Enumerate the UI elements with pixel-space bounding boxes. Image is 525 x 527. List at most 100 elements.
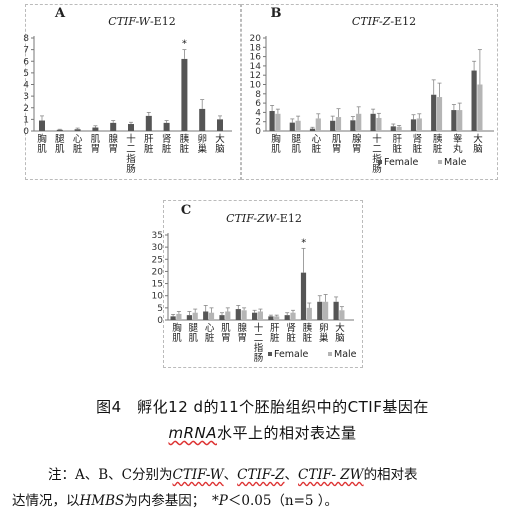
panel-a-y-tick-label: 6 [23, 57, 29, 67]
panel-b-category-label: 肝脏 [392, 134, 402, 155]
category-char: 肌 [271, 144, 281, 155]
note-line2-b: 为内参基因； * [124, 493, 219, 509]
category-char: 脏 [144, 143, 154, 155]
panel-a-category-label: 大脑 [215, 133, 225, 155]
panel-b-y-tick-label: 18 [250, 43, 262, 53]
panel-a-y-tick-label: 2 [23, 104, 29, 114]
panel-c-category-label: 腿肌 [189, 323, 199, 344]
panel-a-bar [110, 122, 117, 131]
category-char: 大 [215, 133, 225, 145]
panel-b-bar [436, 97, 443, 131]
panel-c-bar [306, 307, 312, 320]
panel-c-bar [333, 301, 339, 320]
category-char: 脏 [392, 143, 402, 155]
category-char: 腺 [108, 133, 118, 145]
category-char: 肠 [372, 164, 382, 175]
panel-a-y-tick-label: 0 [23, 127, 29, 137]
panel-b-title: CTIF-Z-E12 [352, 15, 416, 28]
category-char: 肾 [162, 134, 172, 145]
panel-c-title-gene: CTIF-ZW [226, 212, 278, 225]
panel-c-bar [284, 315, 290, 320]
panel-b-y-tick-label: 20 [250, 34, 262, 44]
panel-a-bar [128, 124, 134, 131]
category-char: 胃 [108, 144, 118, 155]
category-char: 脑 [473, 143, 483, 155]
category-char: 肌 [332, 134, 342, 145]
panel-b-y-tick-label: 10 [250, 81, 262, 91]
category-char: 肠 [254, 353, 264, 364]
panel-b-bar [471, 70, 477, 131]
panel-c-letter: C [181, 203, 191, 218]
category-char: 脏 [270, 332, 280, 344]
panel-a: A CTIF-W-E12 0 1 2 3 4 5 6 7 8 胸肌 腿肌 心脏 肌胃 腺胃 十二指肠 肝脏 肾脏 胰脏… [0, 0, 245, 185]
panel-a-category-label: 胰脏 [180, 133, 190, 155]
category-char: 肝 [144, 134, 154, 145]
panel-a-bar [56, 129, 63, 131]
category-char: 卵 [197, 134, 207, 145]
category-char: 胃 [352, 144, 362, 155]
panel-b-category-label: 心脏 [312, 134, 322, 155]
panel-a-bar [92, 127, 99, 131]
category-char: 脏 [286, 332, 296, 344]
panel-c: C CTIF-ZW-E12 0 5 10 15 20 25 30 35 胸肌 腿肌 心脏 肌胃 腺胃 十二指肠… [152, 203, 357, 364]
category-char: 胃 [91, 144, 101, 155]
panel-b-y-tick-label: 16 [250, 53, 262, 63]
panel-c-bar [186, 315, 192, 320]
panel-a-significance-mark: * [182, 39, 187, 50]
panel-c-y-tick-label: 15 [152, 280, 163, 290]
panel-c-bar [176, 313, 182, 320]
panel-b-category-label: 大脑 [473, 133, 483, 155]
panel-b-y-tick-label: 14 [250, 62, 262, 72]
panel-c-y-tick-label: 20 [152, 267, 164, 277]
panel-c-bar [235, 309, 241, 320]
category-char: 肝 [392, 134, 402, 145]
category-char: 心 [73, 134, 83, 145]
category-char: 肾 [286, 323, 296, 334]
panel-c-category-label: 胸肌 [172, 322, 182, 344]
category-char: 大 [473, 133, 483, 145]
category-char: 二 [372, 144, 382, 155]
category-char: 指 [372, 153, 382, 165]
category-char: 脏 [433, 143, 443, 155]
panel-b-bar [376, 117, 382, 131]
category-char: 指 [254, 342, 264, 354]
category-char: 胃 [237, 333, 247, 344]
panel-a-bar [163, 122, 170, 131]
category-char: 腿 [55, 134, 65, 145]
panel-c-y-tick-label: 10 [152, 292, 164, 302]
category-char: 胰 [303, 322, 313, 334]
panel-c-bar [323, 301, 329, 320]
category-char: 胸 [172, 322, 182, 334]
category-char: 肌 [55, 144, 65, 155]
panel-c-bar [300, 272, 307, 320]
panel-b-bar [390, 126, 396, 131]
panel-b-category-label: 睾丸 [453, 133, 463, 155]
panel-c-bar [219, 315, 225, 320]
panel-b-bar [396, 126, 402, 131]
panel-b-y-tick-label: 12 [250, 71, 261, 81]
category-char: 腿 [291, 134, 301, 145]
panel-a-category-label: 肝脏 [144, 134, 154, 155]
category-char: 大 [335, 322, 345, 334]
panel-a-bar [217, 119, 223, 131]
note-sep2: 、 [284, 467, 299, 483]
panel-c-bar [290, 312, 296, 320]
category-char: 肠 [126, 164, 136, 175]
panel-c-title-suffix: -E12 [276, 212, 302, 225]
panel-b-bar [275, 113, 281, 131]
category-char: 心 [205, 323, 215, 334]
category-char: 卵 [319, 323, 329, 334]
panel-a-y-tick-label: 8 [23, 34, 29, 44]
category-char: 二 [254, 333, 264, 344]
category-char: 脏 [180, 143, 190, 155]
panel-c-bar [192, 312, 198, 320]
panel-b-bar [295, 120, 301, 131]
category-char: 脑 [215, 143, 225, 155]
caption-mrna: mRNA [168, 424, 217, 442]
note-suffix: 的相对表 [363, 467, 418, 483]
panel-b-bar [356, 113, 362, 131]
figure-note-line2: 达情况，以HMBS为内参基因； *P＜0.05（n=5 ）。 [12, 488, 517, 514]
panel-b-category-label: 腺胃 [352, 133, 362, 155]
panel-a-bar [181, 58, 188, 131]
category-char: 肌 [221, 323, 231, 334]
